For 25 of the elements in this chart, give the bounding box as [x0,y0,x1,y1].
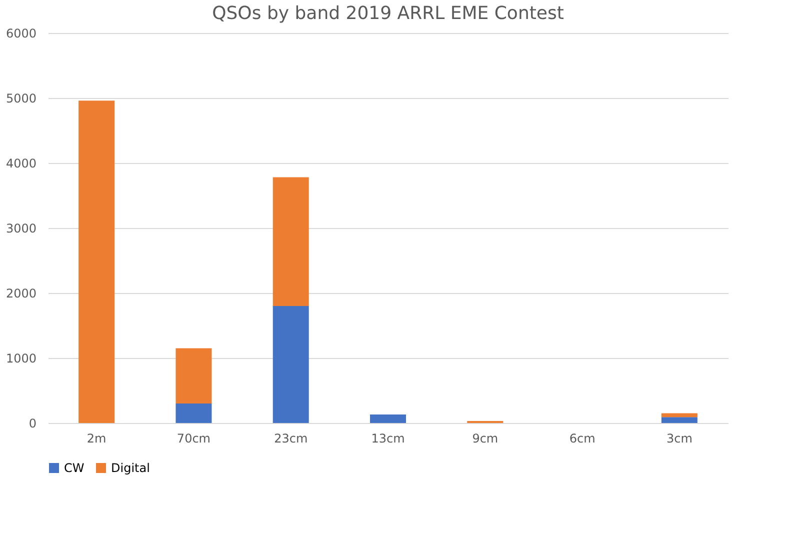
bar [272,177,309,306]
bar [370,414,406,423]
y-tick-label: 4000 [6,156,36,170]
bar [78,100,115,423]
bar [176,348,212,404]
y-tick-label: 2000 [6,286,36,300]
x-tick-label: 3cm [666,432,692,446]
bar [661,417,698,423]
x-tick-label: 2m [86,432,106,446]
bar [176,404,212,423]
x-tick-label: 13cm [371,432,405,446]
y-tick-label: 6000 [6,26,36,40]
bar [661,413,698,418]
x-tick-label: 6cm [569,432,596,446]
y-tick-label: 5000 [6,92,36,106]
chart-title: QSOs by band 2019 ARRL EME Contest [212,3,564,24]
x-tick-label: 70cm [176,432,210,446]
x-tick-label: 23cm [274,432,308,446]
legend-label: CW [64,461,84,475]
legend-label: Digital [111,461,150,475]
y-tick-label: 3000 [6,222,36,236]
y-tick-label: 0 [28,416,36,430]
x-tick-label: 9cm [472,432,498,446]
y-tick-label: 1000 [6,352,36,366]
bar [272,306,309,423]
